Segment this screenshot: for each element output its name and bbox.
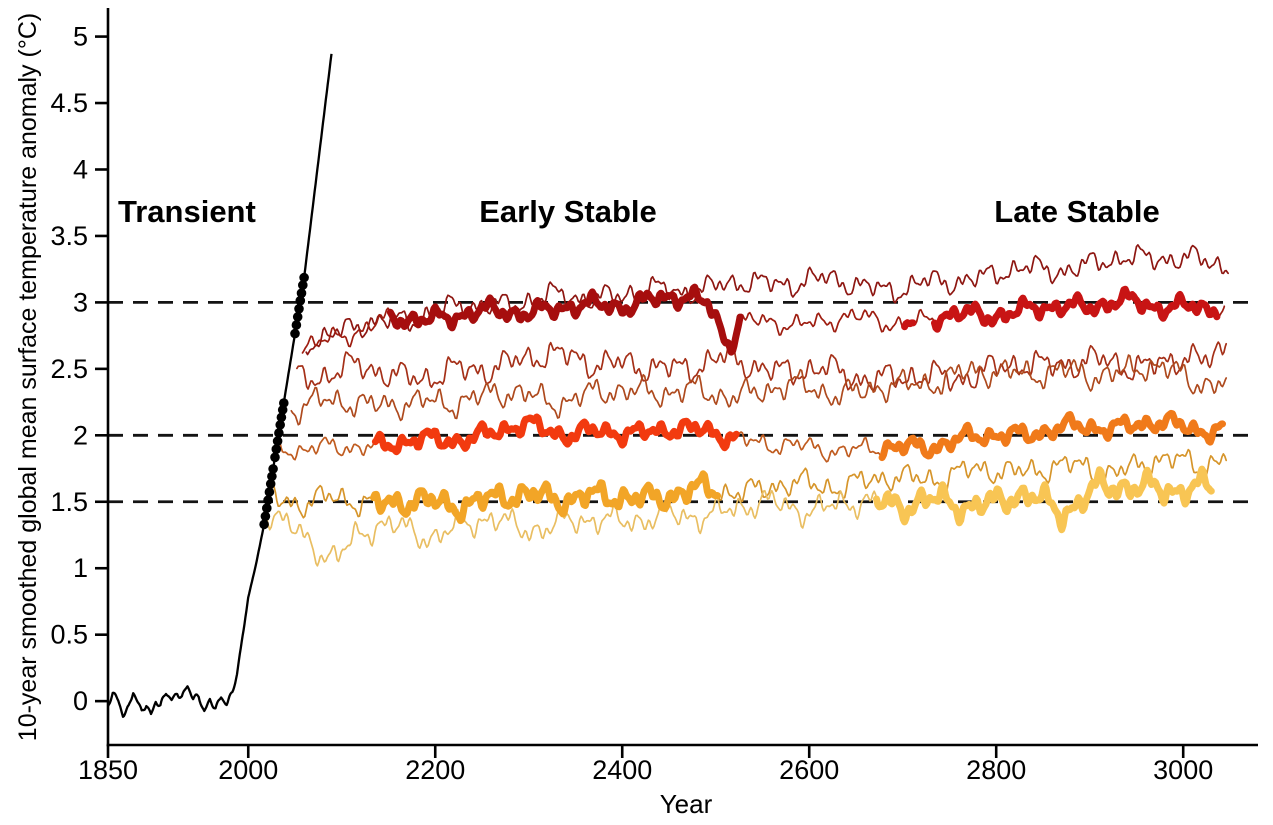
x-axis-title: Year	[660, 789, 713, 819]
x-tick-label: 2800	[966, 755, 1026, 785]
stable-segment-stable-3C	[901, 319, 917, 331]
series-line-drift-high-3C	[305, 244, 1229, 356]
series-line-drift-mid-2.5C	[296, 341, 1228, 392]
y-tick-label: 4	[73, 154, 88, 184]
branch-point-dot	[274, 428, 284, 438]
branch-point-dot	[263, 495, 273, 505]
branch-point-dot	[270, 452, 280, 463]
y-tick-label: 3.5	[50, 221, 88, 251]
branch-point-dot	[265, 479, 276, 489]
chart-layer: 0 0.5 1 1.5 2 2.5 3 3.5 4 4.5 5 1850 2000 2200 2400 260…	[50, 8, 1258, 785]
stable-segment-stable-1.5C-late	[873, 465, 1215, 534]
branch-point-dot	[295, 295, 306, 306]
stable-segment-stable-3C	[386, 283, 744, 356]
y-tick-label: 2	[73, 420, 88, 450]
branch-point-dot	[272, 436, 283, 446]
x-tick-label: 1850	[78, 755, 138, 785]
y-tick-label: 0.5	[50, 620, 88, 650]
x-tick-label: 3000	[1153, 755, 1213, 785]
branch-point-dot	[264, 487, 275, 497]
branch-point-dot	[271, 444, 282, 455]
stable-segment-stable-2C	[878, 409, 1226, 462]
branch-point-dot	[291, 320, 302, 330]
y-axis-title: 10-year smoothed global mean surface tem…	[14, 13, 42, 741]
branch-point-dot	[294, 304, 304, 314]
y-tick-label: 0	[73, 686, 88, 716]
branch-point-dot	[268, 464, 278, 474]
branch-point-dot	[260, 511, 271, 522]
branch-point-dot	[262, 503, 272, 513]
label-late-stable: Late Stable	[994, 194, 1159, 229]
transient-line	[106, 53, 333, 718]
y-tick-label: 1	[73, 553, 88, 583]
branch-point-dot	[276, 412, 287, 423]
series-line-stable-1.5C-late	[266, 468, 1213, 567]
branch-point-dot	[298, 280, 308, 290]
stable-segment-stable-1.5C-early	[370, 470, 722, 525]
branch-point-dot	[259, 519, 269, 530]
x-tick-label: 2400	[592, 755, 652, 785]
series-line-drift-mid-2.3C	[290, 354, 1228, 426]
y-tick-label: 4.5	[50, 88, 88, 118]
y-tick-label: 3	[73, 287, 88, 317]
x-tick-label: 2200	[405, 755, 465, 785]
stable-segment-stable-3C	[931, 285, 1221, 333]
series-line-stable-3C	[301, 286, 1226, 354]
y-tick-label: 5	[73, 22, 88, 52]
x-tick-label: 2600	[779, 755, 839, 785]
stable-segment-stable-2C	[371, 413, 740, 456]
x-tick-label: 2000	[218, 755, 278, 785]
branch-point-dot	[299, 272, 309, 283]
branch-point-dot	[267, 471, 277, 482]
y-tick-label: 1.5	[50, 487, 88, 517]
branch-point-dot	[290, 328, 300, 339]
label-transient: Transient	[118, 194, 256, 229]
branch-point-dot	[275, 420, 286, 430]
branch-point-dot	[292, 312, 303, 322]
label-early-stable: Early Stable	[479, 194, 656, 229]
y-tick-label: 2.5	[50, 354, 88, 384]
branch-point-dot	[296, 288, 307, 299]
branch-point-dot	[279, 398, 289, 408]
